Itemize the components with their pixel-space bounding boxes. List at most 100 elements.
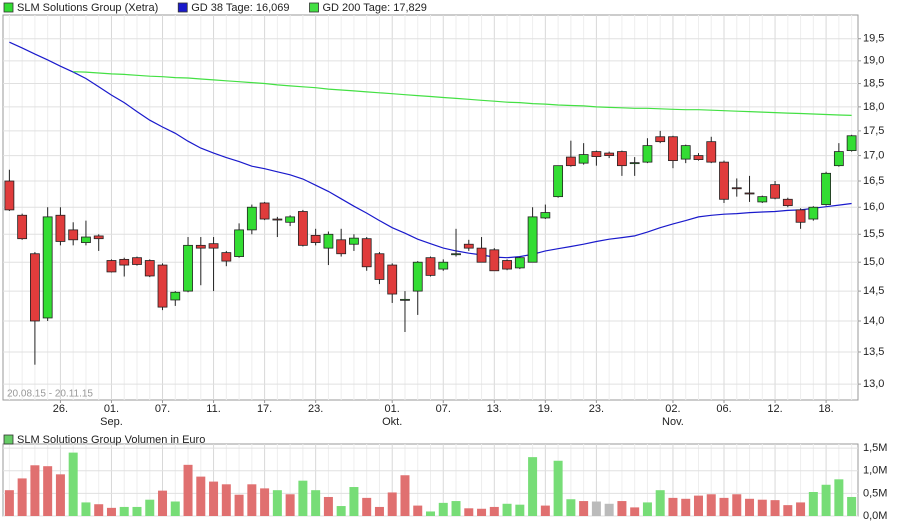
volume-bar xyxy=(387,492,397,516)
x-tick-label: 07. xyxy=(154,403,171,415)
volume-bar xyxy=(515,504,525,516)
volume-bar xyxy=(81,502,91,516)
candle-body xyxy=(349,237,359,245)
candle-body xyxy=(30,253,40,322)
candle-body xyxy=(208,243,219,249)
y-tick-label: 0,5M xyxy=(863,487,887,499)
volume-bar xyxy=(502,503,512,516)
candle-body xyxy=(438,261,449,270)
candle-body xyxy=(42,216,53,319)
y-tick-label: 17,0 xyxy=(863,149,884,161)
candle-body xyxy=(719,161,729,200)
candle-body xyxy=(132,257,142,265)
volume-bar xyxy=(17,478,27,516)
candle-body xyxy=(4,180,15,211)
candle-body xyxy=(387,264,398,295)
y-tick-label: 13,5 xyxy=(863,346,884,358)
volume-bar xyxy=(477,508,487,516)
y-tick-label: 19,5 xyxy=(863,33,884,45)
x-tick-label: 19. xyxy=(537,403,553,415)
x-tick-label: 23. xyxy=(307,403,324,415)
candle-body xyxy=(476,247,487,263)
x-tick-label: 23. xyxy=(588,403,605,415)
candle-body xyxy=(221,252,232,262)
candle-body xyxy=(833,151,844,167)
volume-bar xyxy=(770,500,780,516)
y-tick-label: 1,0M xyxy=(863,465,887,477)
volume-bar xyxy=(591,501,601,516)
candle-body xyxy=(846,135,857,151)
volume-bar xyxy=(757,499,767,516)
x-tick-label: 13. xyxy=(486,403,502,415)
candle-body xyxy=(246,206,257,231)
y-tick-label: 17,5 xyxy=(863,125,884,137)
legend-label: GD 38 Tage: 16,069 xyxy=(191,2,289,14)
y-tick-label: 19,0 xyxy=(863,55,884,67)
volume-bar xyxy=(642,502,652,516)
volume-bar xyxy=(540,505,550,516)
volume-bar xyxy=(745,498,755,516)
candle-body xyxy=(821,172,831,205)
moving-average-line xyxy=(9,41,852,259)
x-tick-label: 06. xyxy=(716,403,732,415)
candle-body xyxy=(425,257,436,276)
volume-bar xyxy=(132,506,142,516)
candle-body xyxy=(604,152,615,156)
candle-body xyxy=(808,206,819,220)
range-label: 20.08.15 - 20.11.15 xyxy=(7,389,93,400)
x-tick-label: 01. Sep. xyxy=(100,403,123,428)
candle-body xyxy=(680,145,691,160)
candle-body xyxy=(553,165,564,198)
candle-body xyxy=(578,154,589,164)
volume-bar xyxy=(362,497,372,516)
volume-bar xyxy=(426,511,435,516)
candle-body xyxy=(361,238,372,268)
volume-bar xyxy=(170,501,180,516)
volume-bar xyxy=(311,490,321,516)
volume-bar xyxy=(438,502,448,516)
y-tick-label: 18,0 xyxy=(863,101,884,113)
volume-bar xyxy=(247,484,257,516)
candle-body xyxy=(655,136,666,143)
x-tick-label: 12. xyxy=(767,403,783,415)
volume-bar xyxy=(655,490,665,516)
candle-body xyxy=(540,212,551,219)
x-tick-label: 02. Nov. xyxy=(662,403,684,428)
candle-body xyxy=(259,202,270,220)
volume-bar xyxy=(604,503,614,516)
candle-body xyxy=(642,145,653,163)
volume-bar xyxy=(30,465,40,516)
candle-body xyxy=(195,244,206,249)
volume-bar xyxy=(260,488,270,516)
volume-bar xyxy=(336,506,346,516)
volume-bar xyxy=(55,474,65,516)
volume-bar xyxy=(693,495,703,516)
candle-body xyxy=(183,244,193,292)
volume-bar xyxy=(145,499,155,516)
y-tick-label: 0,0M xyxy=(863,510,887,522)
volume-bar xyxy=(706,494,716,516)
candle-body xyxy=(591,151,602,157)
legend-swatch xyxy=(3,2,14,13)
candle-body xyxy=(400,298,410,301)
candle-body xyxy=(731,187,742,190)
candle-body xyxy=(336,239,347,255)
volume-bar xyxy=(566,499,576,516)
volume-bar xyxy=(732,494,742,516)
candle-body xyxy=(310,234,321,243)
candle-body xyxy=(297,211,308,246)
volume-bar xyxy=(719,497,729,516)
volume-bar xyxy=(374,506,384,516)
y-tick-label: 13,0 xyxy=(863,378,884,390)
volume-bar xyxy=(196,476,206,516)
volume-bar xyxy=(400,475,410,516)
x-tick-label: 11. xyxy=(206,403,221,415)
volume-bar xyxy=(821,484,831,516)
legend-swatch xyxy=(309,2,319,13)
candle-body xyxy=(374,253,385,280)
y-tick-label: 16,0 xyxy=(863,201,884,213)
candle-body xyxy=(285,216,296,223)
candle-body xyxy=(693,155,704,161)
candle-body xyxy=(668,136,678,162)
candle-body xyxy=(157,264,168,308)
